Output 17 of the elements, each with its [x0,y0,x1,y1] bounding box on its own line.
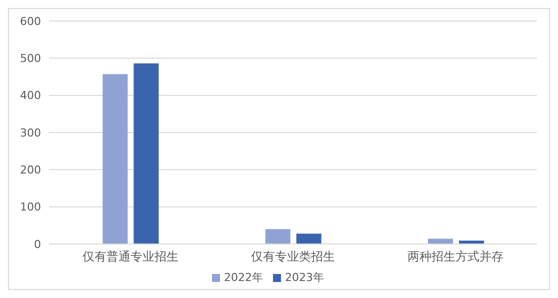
bar [265,229,290,244]
x-tick-label: 两种招生方式并存 [408,250,504,264]
y-tick-label: 600 [20,14,41,28]
bar [134,63,159,244]
x-tick-label: 仅有专业类招生 [251,250,335,264]
y-tick-label: 400 [20,89,41,102]
legend-label: 2023年 [285,271,324,284]
bar [102,74,128,244]
y-tick-label: 200 [20,164,41,177]
bar [459,240,484,244]
y-tick-label: 500 [20,52,41,66]
legend-label: 2022年 [224,271,263,284]
bar [296,234,322,244]
y-tick-label: 300 [20,126,41,140]
x-tick-label: 仅有普通专业招生 [82,250,178,264]
y-tick-label: 0 [34,238,41,251]
y-tick-label: 100 [20,200,41,214]
